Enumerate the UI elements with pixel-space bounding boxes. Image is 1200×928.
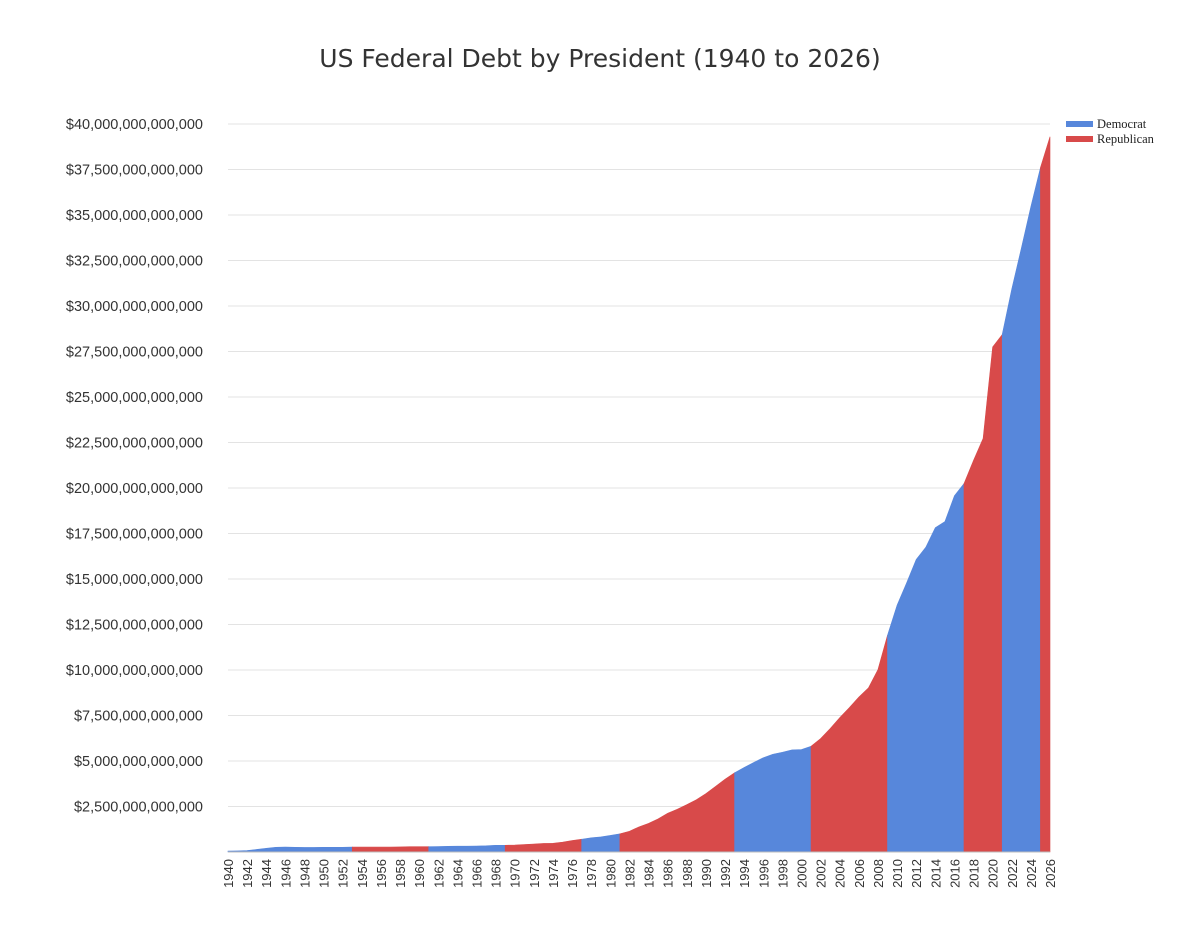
x-tick-label: 1968 <box>489 859 504 888</box>
x-tick-label: 2002 <box>814 859 829 888</box>
area-segment-democrat-1977 <box>581 833 621 853</box>
x-tick-label: 1954 <box>355 859 370 888</box>
legend: Democrat Republican <box>1066 116 1154 146</box>
x-tick-label: 1996 <box>756 859 771 888</box>
x-tick-label: 1988 <box>680 859 695 888</box>
x-tick-label: 1982 <box>622 859 637 888</box>
y-tick-label: $27,500,000,000,000 <box>66 345 203 361</box>
x-tick-label: 1976 <box>565 859 580 888</box>
gridlines <box>228 123 1050 807</box>
legend-label-democrat: Democrat <box>1097 116 1147 131</box>
x-tick-label: 1964 <box>450 859 465 888</box>
area-segment-republican-2025 <box>1040 136 1051 853</box>
y-tick-label: $12,500,000,000,000 <box>66 618 203 634</box>
x-tick-label: 2012 <box>909 859 924 888</box>
legend-item-republican[interactable]: Republican <box>1066 131 1154 146</box>
x-tick-label: 1972 <box>527 859 542 888</box>
area-segment-democrat-1993 <box>734 745 812 853</box>
x-tick-label: 1940 <box>221 859 236 888</box>
x-tick-label: 1950 <box>317 859 332 888</box>
x-tick-label: 1974 <box>546 859 561 888</box>
x-tick-label: 1998 <box>775 859 790 888</box>
x-tick-label: 1958 <box>393 859 408 888</box>
legend-swatch-democrat <box>1066 120 1093 127</box>
x-tick-label: 1970 <box>508 859 523 888</box>
x-tick-label: 1962 <box>431 859 446 888</box>
x-tick-label: 1966 <box>470 859 485 888</box>
area-segment-democrat-2009 <box>887 482 965 853</box>
x-tick-label: 2000 <box>794 859 809 888</box>
x-tick-label: 2024 <box>1024 859 1039 888</box>
x-tick-label: 2014 <box>928 859 943 888</box>
debt-area-series <box>227 136 1051 853</box>
x-tick-label: 2022 <box>1005 859 1020 888</box>
x-tick-label: 2004 <box>833 859 848 888</box>
y-tick-label: $35,000,000,000,000 <box>66 208 203 224</box>
y-tick-label: $2,500,000,000,000 <box>74 800 203 816</box>
x-tick-label: 2008 <box>871 859 886 888</box>
y-tick-label: $15,000,000,000,000 <box>66 572 203 588</box>
area-segment-republican-2017 <box>963 333 1003 853</box>
y-tick-label: $25,000,000,000,000 <box>66 390 203 406</box>
area-segment-republican-1981 <box>619 772 735 853</box>
x-tick-label: 1944 <box>259 859 274 888</box>
x-tick-label: 1948 <box>297 859 312 888</box>
y-tick-label: $37,500,000,000,000 <box>66 163 203 179</box>
x-tick-label: 1956 <box>374 859 389 888</box>
area-segment-republican-1969 <box>504 838 582 853</box>
y-tick-label: $40,000,000,000,000 <box>66 117 203 133</box>
legend-item-democrat[interactable]: Democrat <box>1066 116 1154 131</box>
y-tick-label: $7,500,000,000,000 <box>74 709 203 725</box>
legend-label-republican: Republican <box>1097 131 1154 146</box>
y-tick-label: $20,000,000,000,000 <box>66 481 203 497</box>
area-segment-democrat-2021 <box>1001 167 1041 853</box>
x-tick-label: 1960 <box>412 859 427 888</box>
x-tick-label: 1980 <box>603 859 618 888</box>
y-axis: $2,500,000,000,000 $5,000,000,000,000 $7,5… <box>66 117 203 816</box>
x-tick-label: 1992 <box>718 859 733 888</box>
x-tick-label: 1952 <box>336 859 351 888</box>
x-tick-label: 1984 <box>642 859 657 888</box>
y-tick-label: $32,500,000,000,000 <box>66 254 203 270</box>
x-tick-label: 1978 <box>584 859 599 888</box>
area-segment-democrat-1940 <box>227 846 353 853</box>
x-tick-label: 2006 <box>852 859 867 888</box>
x-tick-label: 1994 <box>737 859 752 888</box>
x-tick-label: 1946 <box>278 859 293 888</box>
x-tick-label: 2010 <box>890 859 905 888</box>
y-tick-label: $22,500,000,000,000 <box>66 436 203 452</box>
y-tick-label: $10,000,000,000,000 <box>66 663 203 679</box>
x-tick-label: 1942 <box>240 859 255 888</box>
x-tick-label: 2026 <box>1043 859 1058 888</box>
chart-title: US Federal Debt by President (1940 to 20… <box>319 44 881 73</box>
y-tick-label: $17,500,000,000,000 <box>66 527 203 543</box>
y-tick-label: $5,000,000,000,000 <box>74 754 203 770</box>
x-tick-label: 2018 <box>967 859 982 888</box>
area-segment-republican-1953 <box>351 846 430 853</box>
x-axis: 1940 1942 1944 1946 1948 1950 1952 1954 1956 1958… <box>221 859 1058 888</box>
area-segment-republican-2001 <box>810 635 888 853</box>
x-tick-label: 1990 <box>699 859 714 888</box>
legend-swatch-republican <box>1066 135 1093 142</box>
area-segment-democrat-1961 <box>428 844 506 853</box>
x-tick-label: 1986 <box>661 859 676 888</box>
x-tick-label: 2020 <box>986 859 1001 888</box>
y-tick-label: $30,000,000,000,000 <box>66 299 203 315</box>
x-tick-label: 2016 <box>947 859 962 888</box>
